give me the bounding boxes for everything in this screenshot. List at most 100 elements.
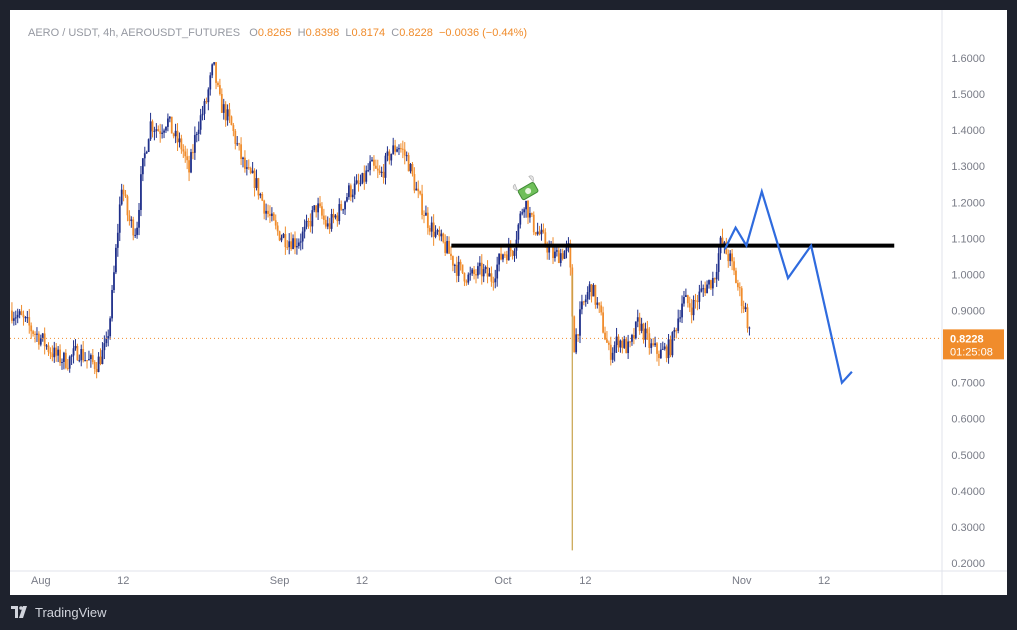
candle-body [224,104,227,121]
candle-body [353,183,356,195]
candle-body [729,253,732,262]
price-chart[interactable]: 1.6000 1.5000 1.4000 1.3000 1.2000 1.1000 1.00… [10,10,1007,595]
candle-body [638,317,641,331]
candle-body [748,327,751,329]
candle-body [163,130,165,133]
high-label: H [297,27,306,39]
candle-body [66,367,69,369]
candle-body [467,274,470,283]
candle-body [307,220,310,222]
candle-body [344,201,346,210]
candle-body [419,191,422,194]
candle-body [238,143,241,145]
candle-body [392,145,395,154]
candle-body [448,240,450,254]
candle-body [444,241,447,253]
candle-body [621,340,624,348]
candle-body [176,130,179,143]
candle-body [272,213,275,221]
candle-body [37,333,40,345]
candle-body [101,350,104,365]
candle-body [727,254,730,262]
candle-body [103,343,106,351]
candle-body [540,229,543,235]
candle-body [186,156,189,161]
candle-body [488,273,491,277]
candle-body [217,82,219,86]
candle-body [503,254,506,256]
candle-body [607,342,610,345]
candle-body [588,284,591,293]
brand-footer[interactable]: TradingView [11,604,107,620]
candle-body [321,206,323,216]
candle-body [584,299,587,303]
candle-body [220,94,223,113]
price-tick-label: 0.2000 [951,558,985,570]
candle-body [365,170,368,182]
candle-body [51,353,54,358]
candle-body [652,343,655,346]
candle-body [642,323,645,340]
candle-body [413,174,416,191]
bar-countdown: 01:25:08 [950,346,993,358]
candle-body [644,328,647,340]
candle-body [615,336,618,346]
candle-body [575,334,578,353]
candle-body [656,343,658,354]
candle-body [105,338,108,344]
candle-body [118,204,121,233]
candle-body [382,171,385,178]
candle-body [594,285,597,305]
candle-body [99,356,102,365]
candle-body [240,144,242,160]
candle-body [380,171,383,173]
candle-body [228,109,231,117]
candle-body [498,253,501,265]
candle-body [600,305,603,313]
candle-body [180,138,183,150]
candle-body [72,348,75,356]
candle-body [288,241,291,248]
candle-body [565,245,568,252]
candle-body [629,341,631,343]
candle-body [604,332,606,340]
candle-body [736,283,739,288]
candle-body [322,215,325,220]
candle-body [505,254,508,261]
candles [11,61,751,379]
candle-body [355,180,358,184]
candle-body [606,339,608,343]
candle-body [415,188,418,191]
candle-body [663,346,666,349]
candle-body [698,291,701,302]
candle-body [400,148,402,150]
time-tick-label: 12 [356,575,368,587]
candle-body [61,361,63,363]
candle-body [542,229,545,233]
candle-body [145,151,148,154]
candle-body [411,163,414,175]
candle-body [297,242,300,247]
candle-body [425,212,427,216]
candle-body [222,104,225,113]
candle-body [282,234,285,238]
candle-body [529,213,531,218]
candle-body [109,318,112,337]
candle-body [47,345,50,353]
candle-body [619,340,622,348]
candle-body [328,223,331,229]
close-label: C [391,27,400,39]
high-value: 0.8398 [305,27,340,39]
candle-body [496,264,499,279]
candle-body [28,317,31,326]
candle-body [579,309,581,336]
candle-body [89,355,92,360]
candle-body [167,118,169,127]
candle-body [336,215,339,222]
chart-panel[interactable]: 1.6000 1.5000 1.4000 1.3000 1.2000 1.1000 1.00… [10,10,1007,595]
candle-body [159,131,162,134]
candle-body [236,143,239,145]
candle-body [195,133,198,136]
symbol-info[interactable]: AERO / USDT, 4h, AEROUSDT_FUTURES [28,27,241,39]
